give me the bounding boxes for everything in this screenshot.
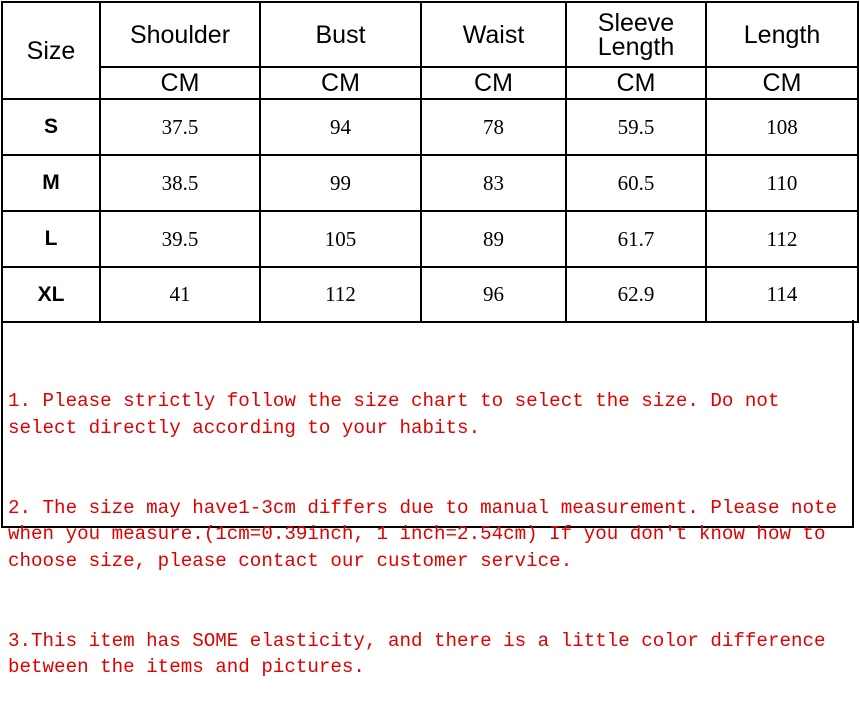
value-cell: 78	[420, 98, 567, 156]
table-row: S 37.5 94 78 59.5 108	[1, 98, 859, 156]
column-header-sleeve-length: Sleeve Length	[565, 1, 707, 68]
unit-label: CM	[565, 66, 707, 100]
value-cell: 112	[705, 210, 859, 268]
value-cell: 38.5	[99, 154, 261, 212]
column-header-waist: Waist	[420, 1, 567, 68]
size-header: Size	[1, 1, 101, 100]
unit-label: CM	[99, 66, 261, 100]
notes-box: 1. Please strictly follow the size chart…	[1, 320, 854, 678]
note-3: 3.This item has SOME elasticity, and the…	[8, 629, 838, 679]
unit-label: CM	[705, 66, 859, 100]
column-header-length: Length	[705, 1, 859, 68]
size-cell: XL	[1, 266, 101, 323]
value-cell: 59.5	[565, 98, 707, 156]
size-chart-table: Size Shoulder Bust Waist Sleeve Length L…	[1, 1, 859, 323]
value-cell: 60.5	[565, 154, 707, 212]
value-cell: 39.5	[99, 210, 261, 268]
table-row: L 39.5 105 89 61.7 112	[1, 210, 859, 268]
value-cell: 105	[259, 210, 422, 268]
value-cell: 99	[259, 154, 422, 212]
size-cell: M	[1, 154, 101, 212]
value-cell: 112	[259, 266, 422, 323]
value-cell: 41	[99, 266, 261, 323]
value-cell: 96	[420, 266, 567, 323]
column-header-shoulder: Shoulder	[99, 1, 261, 68]
note-1: 1. Please strictly follow the size chart…	[8, 390, 791, 439]
size-cell: S	[1, 98, 101, 156]
value-cell: 37.5	[99, 98, 261, 156]
unit-label: CM	[420, 66, 567, 100]
column-header-bust: Bust	[259, 1, 422, 68]
table-row: M 38.5 99 83 60.5 110	[1, 154, 859, 212]
value-cell: 62.9	[565, 266, 707, 323]
value-cell: 110	[705, 154, 859, 212]
value-cell: 89	[420, 210, 567, 268]
value-cell: 114	[705, 266, 859, 323]
value-cell: 83	[420, 154, 567, 212]
value-cell: 61.7	[565, 210, 707, 268]
note-2: 2. The size may have1-3cm differs due to…	[8, 496, 849, 572]
size-cell: L	[1, 210, 101, 268]
unit-label: CM	[259, 66, 422, 100]
value-cell: 94	[259, 98, 422, 156]
value-cell: 108	[705, 98, 859, 156]
table-row: XL 41 112 96 62.9 114	[1, 266, 859, 323]
